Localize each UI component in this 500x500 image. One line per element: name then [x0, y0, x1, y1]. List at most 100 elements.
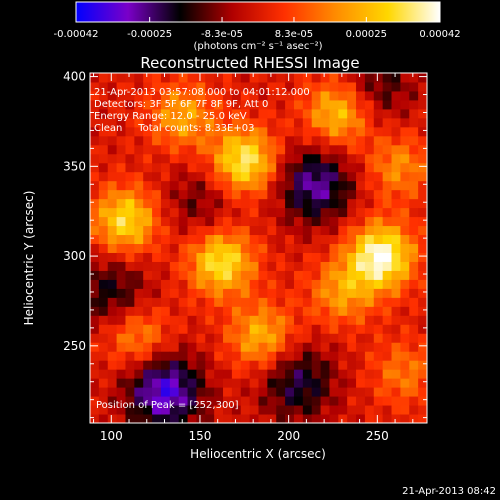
- heatmap-cell: [240, 144, 251, 155]
- heatmap-cell: [134, 180, 144, 191]
- heatmap-cell: [196, 144, 206, 155]
- heatmap-cell: [143, 306, 153, 316]
- heatmap-cell: [98, 324, 109, 334]
- heatmap-cell: [382, 144, 393, 155]
- heatmap-cell: [267, 216, 277, 227]
- heatmap-cell: [196, 396, 206, 406]
- heatmap-cell: [90, 207, 100, 218]
- heatmap-cell: [231, 198, 242, 209]
- heatmap-cell: [223, 73, 233, 83]
- heatmap-cell: [285, 315, 295, 325]
- heatmap-cell: [196, 73, 206, 83]
- heatmap-cell: [90, 360, 100, 370]
- heatmap-cell: [373, 414, 384, 423]
- heatmap-cell: [107, 252, 118, 262]
- heatmap-cell: [169, 324, 180, 334]
- heatmap-cell: [400, 144, 410, 155]
- heatmap-cell: [293, 369, 304, 379]
- heatmap-cell: [187, 198, 197, 209]
- heatmap-cell: [169, 405, 180, 415]
- heatmap-cell: [98, 198, 109, 209]
- heatmap-cell: [178, 297, 189, 307]
- heatmap-cell: [187, 207, 197, 218]
- heatmap-cell: [196, 126, 206, 137]
- heatmap-cell: [276, 342, 286, 352]
- heatmap-cell: [285, 360, 295, 370]
- heatmap-cell: [400, 171, 410, 182]
- heatmap-cell: [364, 198, 375, 209]
- heatmap-cell: [400, 207, 410, 218]
- heatmap-cell: [249, 378, 259, 388]
- heatmap-cell: [125, 90, 135, 101]
- heatmap-cell: [364, 351, 375, 361]
- heatmap-cell: [223, 342, 233, 352]
- heatmap-cell: [240, 73, 251, 83]
- heatmap-cell: [382, 270, 393, 280]
- heatmap-cell: [240, 333, 251, 343]
- heatmap-cell: [320, 90, 330, 101]
- heatmap-cell: [231, 99, 242, 110]
- heatmap-cell: [90, 144, 100, 155]
- heatmap-cell: [178, 333, 189, 343]
- heatmap-cell: [302, 369, 313, 379]
- heatmap-cell: [302, 288, 313, 298]
- heatmap-cell: [152, 342, 162, 352]
- heatmap-cell: [169, 396, 180, 406]
- heatmap-cell: [258, 360, 268, 370]
- heatmap-cell: [347, 333, 357, 343]
- heatmap-cell: [418, 351, 427, 361]
- heatmap-cell: [276, 297, 286, 307]
- heatmap-cell: [107, 306, 118, 316]
- heatmap-cell: [267, 414, 277, 423]
- heatmap-cell: [338, 387, 348, 397]
- heatmap-cell: [320, 207, 330, 218]
- heatmap-cell: [125, 108, 135, 119]
- heatmap-cell: [134, 225, 144, 236]
- heatmap-cell: [90, 288, 100, 298]
- heatmap-cell: [338, 144, 348, 155]
- heatmap-cell: [205, 279, 215, 289]
- heatmap-cell: [302, 162, 313, 173]
- heatmap-cell: [320, 108, 330, 119]
- heatmap-cell: [347, 279, 357, 289]
- heatmap-cell: [178, 225, 189, 236]
- heatmap-cell: [152, 73, 162, 83]
- heatmap-cell: [329, 90, 339, 101]
- heatmap-cell: [152, 297, 162, 307]
- heatmap-cell: [329, 81, 339, 92]
- heatmap-cell: [90, 225, 100, 236]
- heatmap-cell: [364, 162, 375, 173]
- heatmap-cell: [152, 162, 162, 173]
- heatmap-cell: [382, 207, 393, 218]
- heatmap-cell: [302, 315, 313, 325]
- heatmap-cell: [329, 405, 339, 415]
- heatmap-cell: [320, 243, 330, 253]
- heatmap-cell: [107, 405, 118, 415]
- heatmap-cell: [90, 297, 100, 307]
- heatmap-cell: [391, 117, 401, 128]
- heatmap-cell: [187, 360, 197, 370]
- heatmap-cell: [382, 261, 393, 271]
- heatmap-cell: [249, 252, 259, 262]
- heatmap-cell: [125, 360, 135, 370]
- heatmap-cell: [205, 207, 215, 218]
- heatmap-cell: [240, 351, 251, 361]
- heatmap-cell: [391, 216, 401, 227]
- heatmap-cell: [134, 405, 144, 415]
- heatmap-cell: [382, 81, 393, 92]
- heatmap-cell: [223, 171, 233, 182]
- heatmap-cell: [240, 270, 251, 280]
- heatmap-cell: [223, 108, 233, 119]
- heatmap-cell: [240, 396, 251, 406]
- heatmap-cell: [382, 306, 393, 316]
- heatmap-cell: [134, 243, 144, 253]
- heatmap-cell: [178, 396, 189, 406]
- heatmap-cell: [187, 90, 197, 101]
- heatmap-cell: [382, 126, 393, 137]
- heatmap-cell: [338, 162, 348, 173]
- heatmap-cell: [178, 288, 189, 298]
- heatmap-cell: [125, 207, 135, 218]
- heatmap-cell: [356, 315, 366, 325]
- heatmap-cell: [285, 306, 295, 316]
- heatmap-cell: [409, 396, 419, 406]
